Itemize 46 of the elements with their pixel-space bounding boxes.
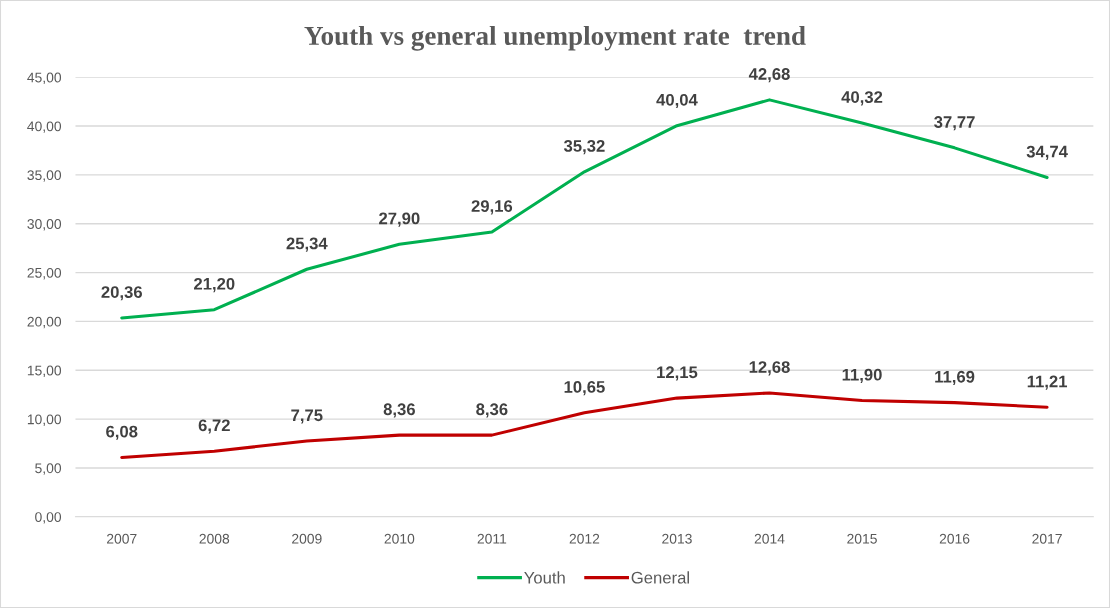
legend-label: General (631, 571, 689, 584)
data-label: 20,36 (101, 286, 142, 301)
data-label: 6,72 (198, 419, 230, 434)
x-tick-label: 2015 (847, 533, 877, 544)
data-label: 34,74 (1026, 145, 1068, 160)
y-tick-label: 10,00 (27, 414, 62, 426)
x-tick-label: 2011 (477, 533, 507, 544)
data-label: 27,90 (379, 212, 420, 227)
data-label: 11,69 (935, 370, 975, 386)
legend-label: Youth (524, 571, 565, 584)
data-label: 37,77 (934, 116, 975, 131)
x-tick-label: 2012 (569, 533, 600, 544)
data-label: 25,34 (286, 237, 328, 252)
x-tick-label: 2008 (199, 533, 230, 544)
x-tick-label: 2010 (384, 533, 415, 544)
y-tick-label: 20,00 (27, 316, 62, 329)
y-tick-label: 5,00 (35, 463, 62, 475)
x-tick-label: 2016 (939, 533, 970, 544)
y-tick-label: 35,00 (27, 170, 62, 182)
data-label: 40,32 (841, 91, 883, 106)
x-tick-label: 2013 (662, 533, 692, 544)
y-tick-label: 40,00 (27, 121, 62, 133)
y-tick-label: 25,00 (27, 267, 62, 280)
data-label: 40,04 (656, 93, 698, 109)
data-label: 29,16 (471, 200, 513, 215)
data-label: 12,68 (749, 361, 790, 376)
data-label: 12,15 (657, 366, 698, 381)
data-label: 8,36 (383, 403, 415, 418)
data-label: 42,68 (748, 68, 790, 83)
data-label: 11,90 (842, 368, 882, 384)
data-label: 6,08 (106, 425, 138, 440)
x-tick-label: 2007 (107, 533, 137, 544)
chart-title: Youth vs general unemployment rate trend (304, 25, 806, 51)
x-tick-label: 2017 (1032, 533, 1062, 544)
data-label: 21,20 (194, 277, 235, 293)
y-tick-label: 30,00 (27, 219, 62, 231)
data-label: 10,65 (564, 381, 605, 396)
data-label: 35,32 (563, 140, 605, 155)
y-tick-label: 15,00 (27, 365, 62, 378)
y-tick-label: 45,00 (27, 72, 62, 85)
data-label: 8,36 (476, 403, 508, 418)
data-label: 11,21 (1027, 375, 1068, 390)
y-tick-label: 0,00 (35, 512, 62, 524)
x-tick-label: 2014 (754, 533, 785, 544)
data-label: 7,75 (291, 409, 323, 424)
x-tick-label: 2009 (292, 533, 322, 544)
